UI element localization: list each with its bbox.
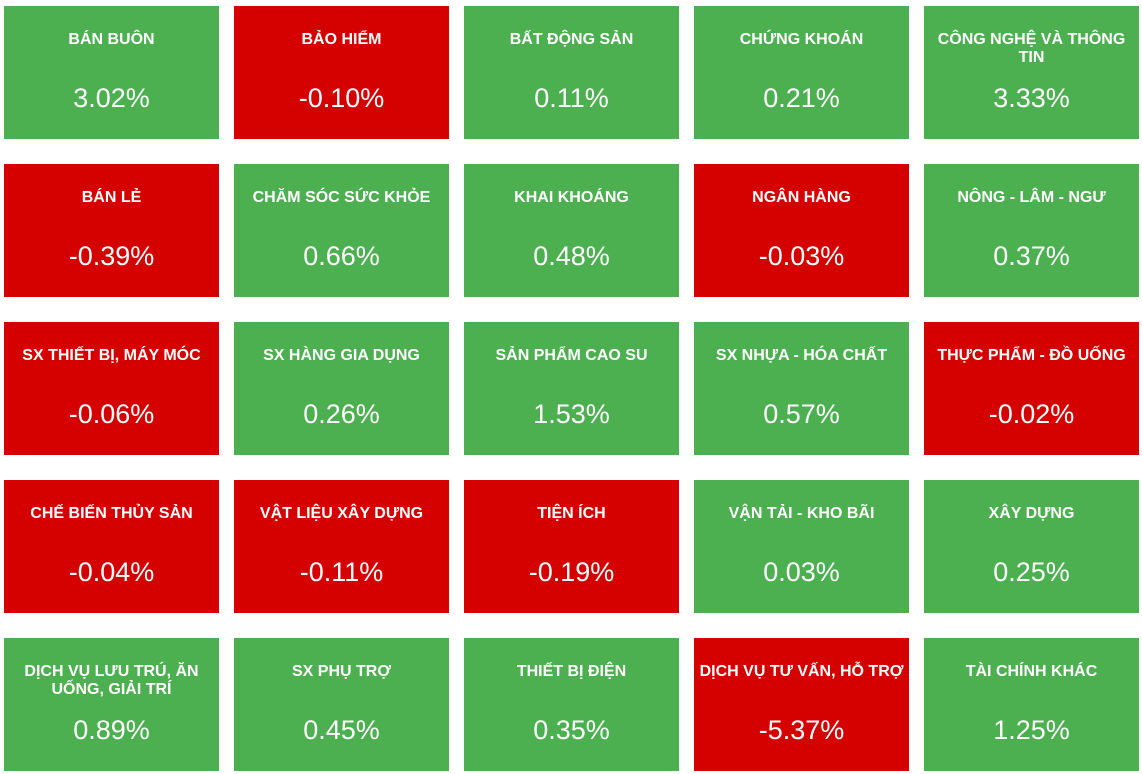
sector-change: -0.11% [299, 557, 384, 587]
sector-change: -0.04% [68, 557, 155, 587]
sector-name: BÁN BUÔN [68, 31, 155, 48]
sector-tile[interactable]: THIẾT BỊ ĐIỆN 0.35% [464, 638, 679, 771]
sector-name: BẢO HIỂM [301, 31, 382, 48]
sector-name: CHĂM SÓC SỨC KHỎE [252, 189, 431, 206]
sector-tile[interactable]: NÔNG - LÂM - NGƯ 0.37% [924, 164, 1139, 297]
sector-name: VẬN TẢI - KHO BÃI [728, 505, 875, 522]
sector-name: KHAI KHOÁNG [514, 189, 629, 206]
sector-tile[interactable]: NGÂN HÀNG -0.03% [694, 164, 909, 297]
sector-tile[interactable]: CÔNG NGHỆ VÀ THÔNG TIN 3.33% [924, 6, 1139, 139]
sector-name: SX HÀNG GIA DỤNG [263, 347, 420, 364]
sector-change: -0.10% [298, 83, 385, 113]
sector-name: SX PHỤ TRỢ [292, 663, 391, 680]
sector-change: -0.19% [528, 557, 615, 587]
sector-tile[interactable]: SX THIẾT BỊ, MÁY MÓC -0.06% [4, 322, 219, 455]
sector-name: SX NHỰA - HÓA CHẤT [715, 347, 888, 364]
sector-name: TIỆN ÍCH [537, 505, 606, 522]
sector-name: XÂY DỰNG [988, 505, 1075, 522]
sector-change: 0.03% [763, 557, 840, 587]
sector-change: 0.37% [993, 241, 1070, 271]
sector-change: 0.66% [303, 241, 380, 271]
sector-tile[interactable]: SX PHỤ TRỢ 0.45% [234, 638, 449, 771]
sector-tile[interactable]: VẬN TẢI - KHO BÃI 0.03% [694, 480, 909, 613]
sector-name: THỰC PHẨM - ĐỒ UỐNG [937, 347, 1126, 364]
sector-tile[interactable]: BÁN BUÔN 3.02% [4, 6, 219, 139]
sector-name: SẢN PHẨM CAO SU [495, 347, 648, 364]
sector-name: THIẾT BỊ ĐIỆN [516, 663, 627, 680]
sector-change: 0.57% [763, 399, 840, 429]
sector-name: NÔNG - LÂM - NGƯ [957, 189, 1106, 206]
sector-change: 3.02% [73, 83, 150, 113]
sector-name: BÁN LẺ [81, 189, 142, 206]
sector-tile[interactable]: SX HÀNG GIA DỤNG 0.26% [234, 322, 449, 455]
sector-name: BẤT ĐỘNG SẢN [509, 31, 634, 48]
sector-heatmap-grid: BÁN BUÔN 3.02% BẢO HIỂM -0.10% BẤT ĐỘNG SẢN 0… [4, 6, 1142, 774]
sector-tile[interactable]: DỊCH VỤ TƯ VẤN, HỖ TRỢ -5.37% [694, 638, 909, 771]
sector-tile[interactable]: XÂY DỰNG 0.25% [924, 480, 1139, 613]
sector-tile[interactable]: CHẾ BIẾN THỦY SẢN -0.04% [4, 480, 219, 613]
sector-change: 0.45% [303, 715, 380, 745]
sector-tile[interactable]: TÀI CHÍNH KHÁC 1.25% [924, 638, 1139, 771]
sector-change: 0.48% [533, 241, 610, 271]
sector-change: 1.53% [533, 399, 610, 429]
sector-tile[interactable]: CHĂM SÓC SỨC KHỎE 0.66% [234, 164, 449, 297]
sector-change: 0.25% [993, 557, 1070, 587]
sector-change: 0.35% [533, 715, 610, 745]
sector-change: 0.89% [73, 715, 150, 745]
sector-change: -0.39% [68, 241, 155, 271]
sector-name: CHỨNG KHOÁN [739, 31, 864, 48]
sector-change: -0.06% [68, 399, 155, 429]
sector-name: DỊCH VỤ LƯU TRÚ, ĂN UỐNG, GIẢI TRÍ [24, 663, 199, 698]
sector-tile[interactable]: BẢO HIỂM -0.10% [234, 6, 449, 139]
sector-tile[interactable]: THỰC PHẨM - ĐỒ UỐNG -0.02% [924, 322, 1139, 455]
sector-change: 1.25% [993, 715, 1070, 745]
sector-tile[interactable]: SX NHỰA - HÓA CHẤT 0.57% [694, 322, 909, 455]
sector-change: 3.33% [993, 83, 1070, 113]
sector-name: CÔNG NGHỆ VÀ THÔNG TIN [937, 31, 1126, 66]
sector-tile[interactable]: SẢN PHẨM CAO SU 1.53% [464, 322, 679, 455]
sector-name: TÀI CHÍNH KHÁC [965, 663, 1098, 680]
sector-name: CHẾ BIẾN THỦY SẢN [30, 505, 193, 522]
sector-tile[interactable]: TIỆN ÍCH -0.19% [464, 480, 679, 613]
sector-change: -5.37% [758, 715, 845, 745]
sector-tile[interactable]: DỊCH VỤ LƯU TRÚ, ĂN UỐNG, GIẢI TRÍ 0.89% [4, 638, 219, 771]
sector-change: -0.03% [758, 241, 845, 271]
sector-tile[interactable]: CHỨNG KHOÁN 0.21% [694, 6, 909, 139]
sector-name: NGÂN HÀNG [752, 189, 851, 206]
sector-change: 0.26% [303, 399, 380, 429]
sector-tile[interactable]: BÁN LẺ -0.39% [4, 164, 219, 297]
sector-name: DỊCH VỤ TƯ VẤN, HỖ TRỢ [699, 663, 904, 680]
sector-name: SX THIẾT BỊ, MÁY MÓC [22, 347, 201, 364]
sector-change: 0.11% [534, 83, 609, 113]
sector-tile[interactable]: KHAI KHOÁNG 0.48% [464, 164, 679, 297]
sector-change: -0.02% [988, 399, 1075, 429]
sector-name: VẬT LIỆU XÂY DỰNG [259, 505, 424, 522]
sector-change: 0.21% [763, 83, 840, 113]
sector-tile[interactable]: VẬT LIỆU XÂY DỰNG -0.11% [234, 480, 449, 613]
sector-tile[interactable]: BẤT ĐỘNG SẢN 0.11% [464, 6, 679, 139]
